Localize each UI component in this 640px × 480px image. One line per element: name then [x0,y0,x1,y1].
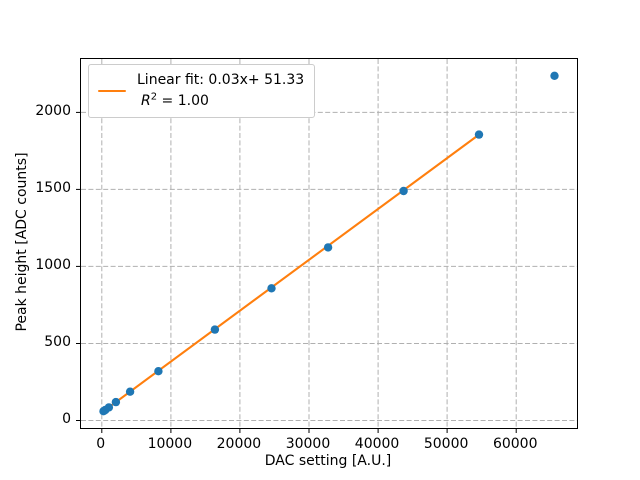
x-tick-label: 60000 [492,436,538,452]
y-tick-label: 0 [62,411,71,428]
data-point [104,403,114,412]
data-point [210,325,220,334]
y-tick-label: 500 [44,334,71,351]
plot-area: Linear fit: 0.03x+ 51.33 R2 = 1.00 [76,58,578,433]
data-point [154,367,163,376]
x-tick-label: 20000 [216,436,262,452]
legend-label-linear-fit: Linear fit: 0.03x+ 51.33 [137,72,305,88]
data-point [474,130,484,139]
r-symbol: R [141,93,151,109]
y-tick-label: 2000 [35,103,71,120]
data-point [399,186,408,196]
x-axis-label: DAC setting [A.U.] [264,453,392,469]
legend: Linear fit: 0.03x+ 51.33 R2 = 1.00 [88,64,316,118]
data-point [125,387,135,396]
y-tick-label: 1500 [35,180,71,197]
x-tick-label: 40000 [354,436,400,452]
x-tick-label: 0 [96,436,106,452]
data-point [550,71,559,80]
data-point [111,397,121,407]
r-squared-exponent: 2 [150,91,158,103]
r-squared-value: = 1.00 [157,93,209,109]
data-point [267,284,276,293]
data-point [323,243,333,252]
plot-canvas [76,59,577,433]
legend-label-r-squared: R2 = 1.00 [141,91,304,112]
y-axis-label: Peak height [ADC counts] [14,152,30,332]
y-tick-label: 1000 [35,257,71,274]
x-tick-label: 30000 [285,436,331,452]
x-tick-label: 10000 [147,436,193,452]
fit-line [102,133,481,413]
x-tick-label: 50000 [423,436,469,452]
legend-labels: Linear fit: 0.03x+ 51.33 R2 = 1.00 [137,70,304,112]
legend-fit-line-sample-icon [98,89,126,93]
